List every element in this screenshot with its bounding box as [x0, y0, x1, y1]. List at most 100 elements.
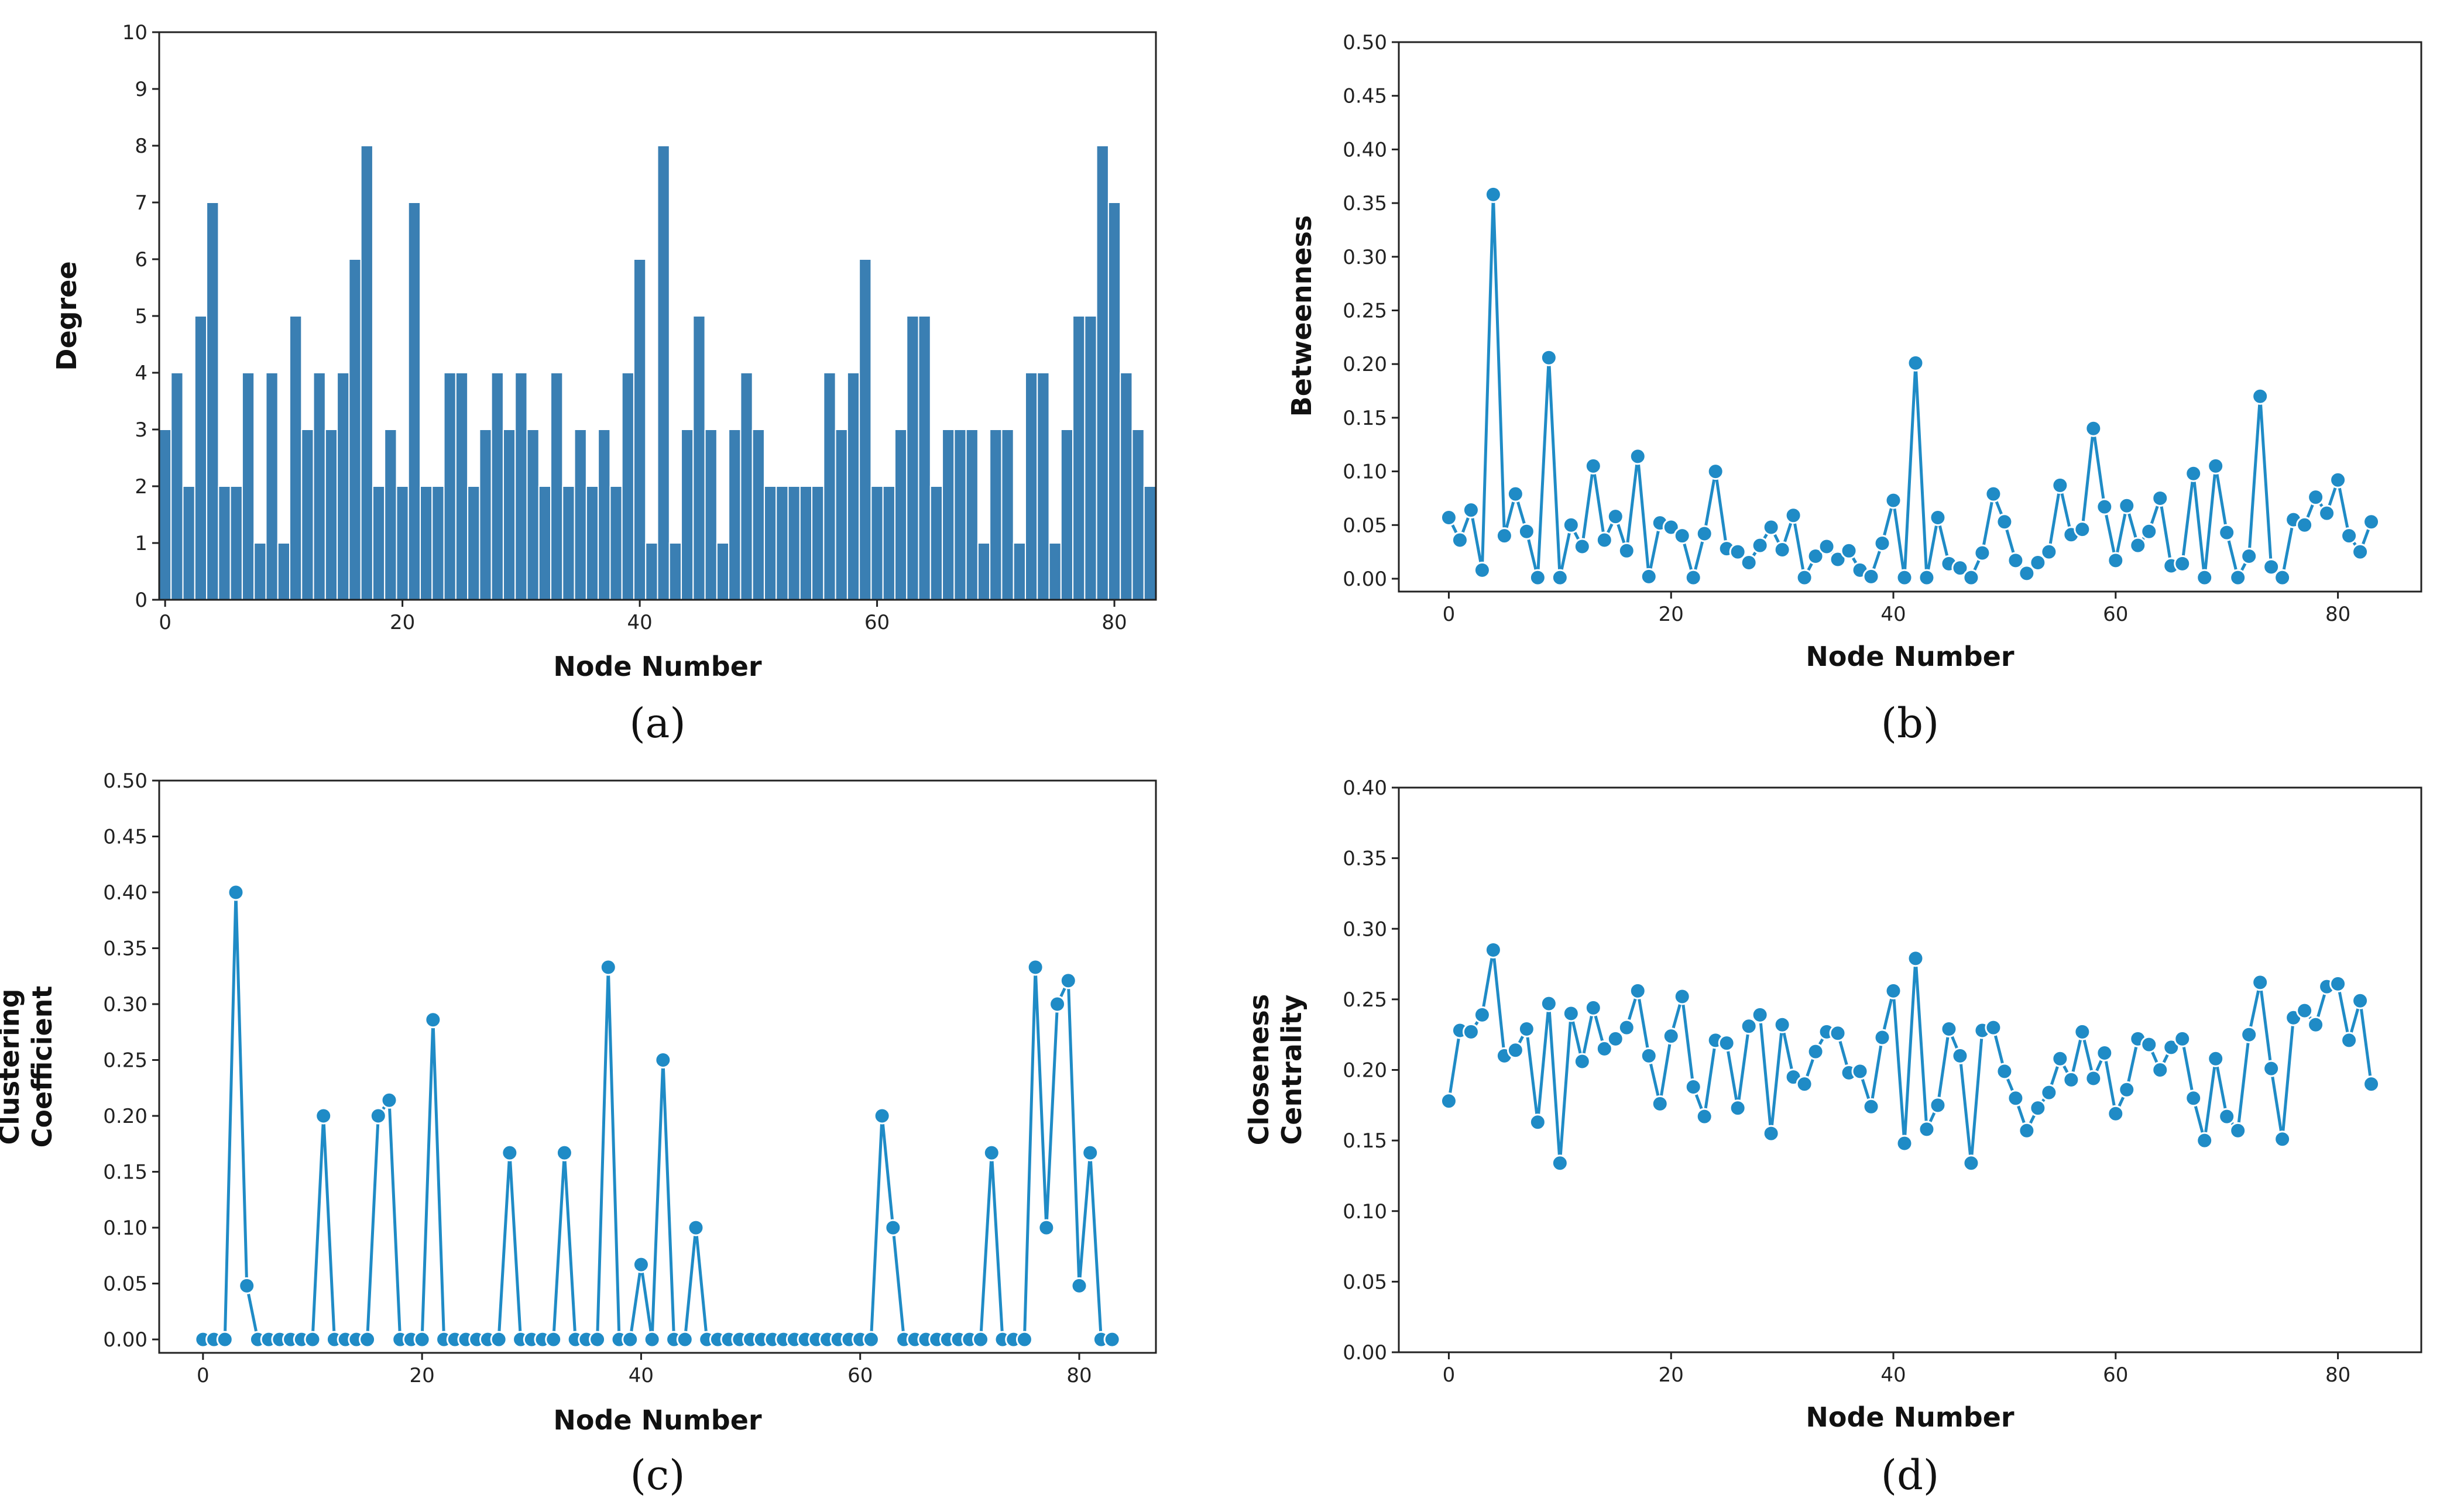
- point-51: [2007, 552, 2024, 569]
- point-69: [2207, 457, 2225, 475]
- point-5: [1495, 527, 1513, 545]
- bar-7: [241, 372, 255, 600]
- bar-5: [218, 486, 231, 600]
- point-76: [1027, 958, 1044, 976]
- series-line: [1447, 193, 2373, 579]
- point-34: [1818, 538, 1835, 555]
- bar-63: [906, 315, 919, 600]
- point-68: [2196, 1132, 2213, 1149]
- point-17: [1629, 982, 1646, 999]
- point-39: [622, 1331, 639, 1348]
- panel-caption: (b): [1881, 699, 1939, 747]
- x-tick-label-2: 40: [1880, 603, 1906, 626]
- y-axis-label-line-0: Closeness: [1243, 994, 1275, 1145]
- point-33: [1807, 547, 1824, 565]
- point-71: [2229, 1122, 2247, 1139]
- point-18: [1640, 568, 1657, 585]
- point-68: [2196, 569, 2213, 586]
- point-4: [238, 1277, 256, 1294]
- point-13: [1584, 999, 1602, 1016]
- x-tick-label-3: 60: [864, 611, 890, 634]
- bar-28: [490, 372, 504, 600]
- y-tick-label-10: 0.50: [103, 769, 147, 793]
- point-39: [1873, 1029, 1891, 1046]
- point-60: [2107, 552, 2125, 569]
- point-78: [2307, 489, 2325, 506]
- bar-52: [775, 486, 789, 600]
- point-61: [2118, 1081, 2136, 1098]
- point-71: [2229, 569, 2247, 586]
- y-tick-label-7: 0.35: [1343, 847, 1387, 871]
- bar-56: [823, 372, 836, 600]
- bar-18: [372, 486, 386, 600]
- point-10: [1551, 1154, 1569, 1172]
- bar-38: [609, 486, 623, 600]
- point-52: [2018, 565, 2036, 582]
- x-tick-label-2: 40: [1880, 1363, 1906, 1387]
- point-31: [1784, 507, 1802, 524]
- y-tick-label-0: 0.00: [1343, 568, 1387, 591]
- bar-22: [420, 486, 433, 600]
- bar-29: [502, 429, 516, 600]
- bar-20: [396, 486, 409, 600]
- bar-64: [918, 315, 931, 600]
- point-0: [1440, 1092, 1457, 1110]
- bar-21: [407, 202, 421, 600]
- point-73: [2252, 387, 2269, 405]
- x-axis-label: Node Number: [1806, 641, 2015, 672]
- bar-70: [989, 429, 1003, 600]
- point-52: [2018, 1122, 2036, 1139]
- bar-58: [846, 372, 860, 600]
- y-axis-label-line-0: Betweenness: [1286, 215, 1317, 417]
- point-8: [1529, 569, 1546, 586]
- point-54: [2040, 543, 2058, 561]
- point-15: [359, 1331, 376, 1348]
- bar-81: [1120, 372, 1133, 600]
- panel-caption: (a): [629, 699, 685, 747]
- point-42: [1907, 354, 1924, 372]
- bar-31: [526, 429, 540, 600]
- y-axis-label-line-0: Clustering: [0, 989, 25, 1145]
- point-27: [1740, 554, 1758, 571]
- point-46: [1951, 559, 1969, 577]
- bar-4: [206, 202, 219, 600]
- point-48: [1974, 544, 1991, 562]
- point-6: [1506, 1042, 1524, 1059]
- y-tick-label-8: 0.40: [1343, 138, 1387, 161]
- point-45: [1940, 1020, 1958, 1038]
- point-33: [555, 1144, 573, 1162]
- bar-51: [763, 486, 777, 600]
- point-41: [1896, 1135, 1913, 1152]
- point-75: [1015, 1331, 1033, 1348]
- point-29: [1762, 518, 1780, 536]
- point-42: [1907, 950, 1924, 967]
- y-tick-label-7: 0.35: [1343, 192, 1387, 215]
- axes-frame: [1398, 41, 2422, 593]
- point-23: [1696, 1108, 1713, 1125]
- point-55: [2051, 476, 2069, 494]
- bar-75: [1048, 542, 1062, 600]
- bar-80: [1107, 202, 1121, 600]
- bar-47: [716, 542, 730, 600]
- point-44: [1929, 1097, 1947, 1114]
- point-24: [1707, 463, 1724, 480]
- point-41: [643, 1331, 661, 1348]
- x-tick-label-3: 60: [847, 1364, 873, 1387]
- y-tick-label-5: 0.25: [1343, 988, 1387, 1012]
- bar-65: [929, 486, 943, 600]
- bar-33: [550, 372, 564, 600]
- point-9: [1540, 349, 1557, 366]
- point-75: [2274, 1130, 2291, 1148]
- point-70: [2218, 1108, 2236, 1125]
- point-0: [1440, 508, 1457, 526]
- bar-36: [585, 486, 599, 600]
- bar-19: [384, 429, 397, 600]
- bar-1: [170, 372, 184, 600]
- bar-11: [289, 315, 303, 600]
- panel-d: 0.00 0.05 0.10 0.15 0.20 0.25 0.30 0.35 0.40 0 20 4…: [1243, 776, 2422, 1499]
- bar-37: [598, 429, 611, 600]
- point-30: [1773, 1016, 1791, 1033]
- point-1: [1451, 531, 1468, 549]
- point-42: [654, 1051, 672, 1069]
